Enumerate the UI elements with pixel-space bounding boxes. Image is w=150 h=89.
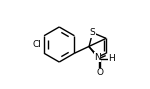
Text: Cl: Cl xyxy=(32,40,41,49)
Text: N: N xyxy=(94,53,101,62)
Text: S: S xyxy=(90,28,95,37)
Text: H: H xyxy=(108,54,115,63)
Text: O: O xyxy=(97,68,104,77)
